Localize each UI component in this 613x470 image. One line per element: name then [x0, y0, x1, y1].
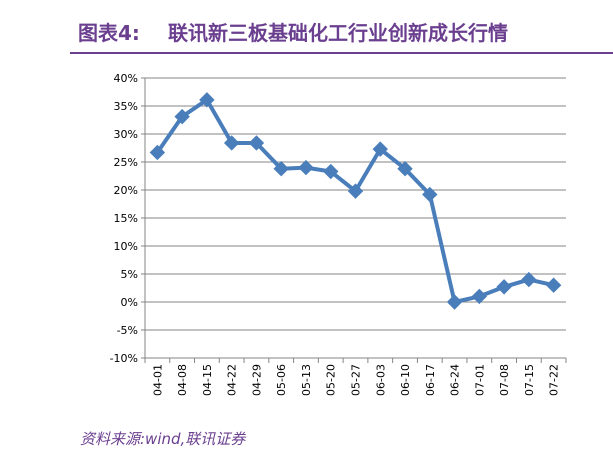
data-point-marker: [372, 141, 388, 157]
y-tick-label: 25%: [114, 156, 138, 169]
data-point-marker: [298, 159, 314, 176]
gridlines: [145, 77, 566, 359]
y-tick-label: 10%: [114, 240, 138, 253]
source-note: 资料来源:wind,联讯证券: [80, 430, 246, 448]
x-tick-labels: 04-01 04-08 04-15 04-22 04-29 05-06 05-13 05-20…: [151, 364, 560, 396]
x-tick-label: 04-15: [201, 364, 214, 396]
y-tick-label: -5%: [117, 324, 138, 337]
figure-title: 联讯新三板基础化工行业创新成长行情: [168, 21, 508, 45]
x-tick-label: 05-13: [300, 364, 313, 396]
data-point-marker: [446, 294, 463, 310]
data-point-marker: [496, 279, 512, 295]
data-point-marker: [397, 161, 413, 177]
x-tick-label: 05-06: [275, 364, 288, 396]
x-tick-label: 04-01: [151, 364, 164, 396]
data-point-marker: [248, 135, 265, 151]
data-point-marker: [223, 135, 240, 151]
data-point-marker: [273, 161, 289, 177]
y-tick-label: 40%: [114, 72, 138, 85]
data-point-marker: [347, 183, 364, 199]
x-tick-label: 05-20: [325, 364, 338, 396]
x-tick-label: 06-03: [374, 364, 387, 396]
figure-label: 图表4:: [78, 21, 140, 45]
x-tick-label: 07-15: [523, 364, 536, 396]
series-line: [155, 97, 556, 304]
x-tick-label: 04-29: [250, 364, 263, 396]
x-tick-label: 04-22: [226, 364, 239, 396]
y-tick-label: -10%: [110, 352, 138, 365]
x-tick-label: 06-17: [424, 364, 437, 396]
x-tick-label: 04-08: [176, 364, 189, 396]
data-point-marker: [521, 271, 537, 288]
data-point-marker: [545, 277, 562, 293]
y-tick-label: 15%: [114, 212, 138, 225]
data-series: [149, 92, 562, 310]
x-tick-label: 07-22: [548, 364, 561, 396]
axes: [141, 77, 567, 363]
y-tick-label: 20%: [114, 184, 138, 197]
data-point-marker: [323, 163, 339, 180]
x-tick-label: 06-24: [449, 364, 462, 396]
x-tick-label: 07-08: [498, 364, 511, 396]
y-tick-label: 35%: [114, 100, 138, 113]
y-tick-labels: -10% -5% 0% 5% 10% 15% 20% 25% 30% 35% 40%: [110, 72, 138, 365]
data-point-marker: [149, 144, 166, 161]
data-point-marker: [174, 108, 190, 125]
data-point-marker: [471, 288, 488, 305]
x-tick-label: 06-10: [399, 364, 412, 396]
data-point-marker: [422, 186, 438, 203]
x-tick-label: 07-01: [473, 364, 486, 396]
y-tick-label: 0%: [121, 296, 138, 309]
x-tick-label: 05-27: [350, 364, 363, 396]
data-point-marker: [199, 92, 215, 108]
y-tick-label: 5%: [121, 268, 138, 281]
figure-title-bar: 图表4: 联讯新三板基础化工行业创新成长行情: [70, 18, 613, 54]
y-tick-label: 30%: [114, 128, 138, 141]
